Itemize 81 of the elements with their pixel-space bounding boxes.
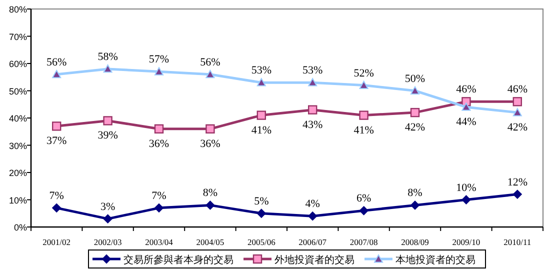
x-tick-label: 2003/04	[145, 237, 174, 247]
point	[410, 86, 420, 94]
data-label: 6%	[356, 192, 372, 205]
point	[359, 110, 368, 120]
point	[256, 208, 266, 218]
point	[512, 97, 522, 106]
x-tick-label: 2005/06	[247, 237, 276, 247]
data-label: 58%	[98, 50, 118, 63]
data-label: 41%	[354, 124, 374, 136]
point	[52, 70, 62, 78]
point	[206, 70, 215, 78]
point	[52, 122, 62, 131]
data-label: 41%	[251, 124, 272, 136]
data-label: 53%	[302, 64, 323, 77]
point	[206, 200, 215, 210]
y-tick-label: 40%	[8, 114, 27, 124]
point	[462, 195, 471, 204]
data-label: 50%	[404, 72, 426, 85]
data-label: 36%	[200, 138, 220, 150]
legend-label: 外地投資者的交易	[274, 254, 354, 266]
data-label: 5%	[254, 195, 269, 208]
y-tick-label: 30%	[8, 140, 27, 151]
data-label: 46%	[507, 84, 528, 96]
x-tick-label: 2010/11	[504, 237, 532, 247]
legend-label: 交易所參與者本身的交易	[124, 254, 234, 266]
y-tick-label: 10%	[8, 195, 27, 206]
data-label: 52%	[354, 67, 374, 80]
data-label: 42%	[507, 122, 528, 134]
legend-label: 本地投資者的交易	[396, 254, 476, 266]
point	[256, 110, 266, 120]
point	[103, 64, 112, 73]
y-tick-label: 0%	[14, 222, 27, 232]
data-label: 57%	[148, 54, 170, 66]
point	[359, 80, 368, 89]
data-label: 3%	[100, 200, 116, 213]
data-label: 4%	[305, 198, 320, 210]
data-label: 56%	[46, 56, 67, 68]
data-label: 56%	[200, 56, 220, 68]
point	[103, 116, 112, 126]
point	[308, 105, 318, 114]
point	[256, 78, 266, 86]
point	[462, 102, 471, 111]
data-label: 10%	[456, 182, 476, 194]
point	[52, 203, 62, 212]
point	[512, 108, 522, 116]
data-label: 39%	[98, 130, 118, 142]
x-tick-label: 2002/03	[94, 237, 122, 247]
point	[103, 214, 112, 224]
data-label: 53%	[251, 64, 272, 77]
point	[154, 124, 164, 134]
data-label: 12%	[507, 176, 528, 188]
data-label: 7%	[152, 190, 166, 202]
point	[410, 108, 420, 118]
x-tick-label: 2001/02	[42, 237, 71, 247]
point	[154, 203, 164, 212]
x-tick-label: 2008/09	[401, 237, 429, 247]
point	[154, 67, 164, 76]
data-label: 42%	[404, 122, 426, 134]
data-label: 36%	[148, 138, 170, 150]
x-tick-label: 2007/08	[350, 237, 378, 247]
data-label: 46%	[456, 84, 476, 96]
point	[359, 206, 368, 216]
data-label: 8%	[202, 187, 218, 200]
data-label: 44%	[456, 116, 476, 128]
y-tick-label: 80%	[8, 4, 27, 14]
data-label: 8%	[408, 187, 422, 200]
point	[512, 190, 522, 199]
y-tick-label: 50%	[8, 86, 27, 96]
data-label: 43%	[302, 118, 323, 131]
point	[410, 200, 420, 210]
point	[308, 212, 318, 221]
y-tick-label: 70%	[8, 32, 27, 42]
point	[206, 124, 215, 134]
x-tick-label: 2009/10	[452, 237, 480, 247]
point	[308, 78, 318, 86]
y-tick-label: 60%	[8, 59, 27, 69]
x-tick-label: 2004/05	[196, 237, 224, 247]
data-label: 7%	[49, 190, 64, 202]
y-tick-label: 20%	[8, 168, 27, 178]
x-tick-label: 2006/07	[298, 237, 327, 247]
data-label: 37%	[46, 135, 67, 148]
